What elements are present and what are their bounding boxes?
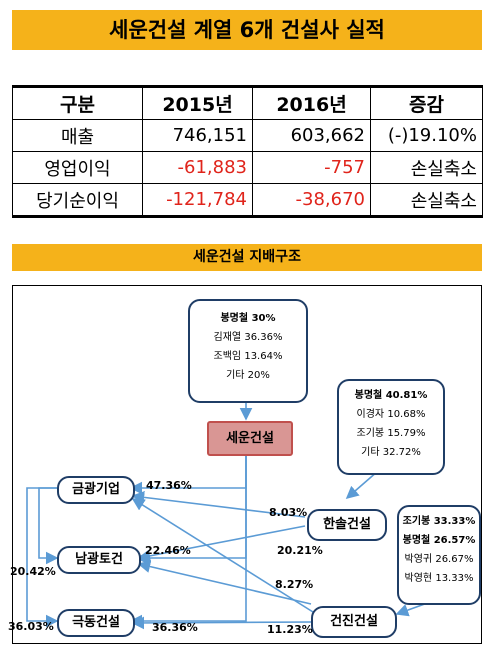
arrow-geonjin-namgwang (137, 560, 312, 605)
value-2015: -61,883 (142, 151, 253, 184)
holder-line: 김재열 36.36% (213, 332, 283, 343)
ownership-label: 20.21% (277, 544, 323, 557)
value-2015: 746,151 (142, 119, 253, 152)
top-holders-box: 봉명철 30% 김재열 36.36% 조백임 13.64% 기타 20% (188, 299, 308, 403)
arrow-hansol-namgwang (137, 525, 306, 563)
sewoon-company-box: 세운건설 (207, 421, 293, 456)
holder-line: 박영현 13.33% (404, 573, 474, 584)
holder-line: 봉명철 30% (220, 313, 276, 324)
table-header: 구분 (12, 85, 143, 120)
arrow-hansol-geumgwang (131, 491, 306, 518)
holder-line: 봉명철 26.57% (402, 535, 476, 546)
row-label: 당기순이익 (12, 183, 143, 218)
change-value: (-)19.10% (370, 119, 483, 152)
arrow-hansol-holders (345, 470, 379, 500)
row-label: 매출 (12, 119, 143, 152)
geukdong-company-box: 극동건설 (57, 609, 135, 637)
ownership-label: 22.46% (145, 544, 191, 557)
performance-table: 구분 2015년 2016년 증감 매출 746,151 603,662 (-)… (12, 85, 483, 218)
table-row: 당기순이익 -121,784 -38,670 손실축소 (12, 183, 483, 218)
ownership-label: 8.27% (275, 578, 314, 591)
arrow-geonjin-geumgwang (131, 498, 314, 613)
ownership-label: 11.23% (267, 623, 313, 636)
arrow-geumgwang-namgwang (38, 487, 59, 565)
value-2016: 603,662 (252, 119, 371, 152)
value-2015: -121,784 (142, 183, 253, 218)
ownership-label: 36.03% (8, 620, 54, 633)
holder-line: 이경자 10.68% (356, 409, 426, 420)
table-header: 2016년 (252, 85, 371, 120)
table-header: 2015년 (142, 85, 253, 120)
change-value: 손실축소 (370, 151, 483, 184)
arrow-geumgwang-geukdong (26, 487, 59, 628)
table-header: 증감 (370, 85, 483, 120)
page-title: 세운건설 계열 6개 건설사 실적 (109, 18, 385, 42)
value-2016: -757 (252, 151, 371, 184)
row-label: 영업이익 (12, 151, 143, 184)
governance-diagram: 봉명철 30% 김재열 36.36% 조백임 13.64% 기타 20% 세운건… (8, 285, 482, 644)
holder-line: 박영귀 26.67% (404, 554, 474, 565)
structure-title: 세운건설 지배구조 (193, 249, 301, 265)
holder-line: 기타 32.72% (361, 447, 421, 458)
connector-lines (26, 399, 434, 630)
geonjin-company-box: 건진건설 (311, 606, 397, 638)
table-row: 매출 746,151 603,662 (-)19.10% (12, 119, 483, 152)
holder-line: 조기봉 33.33% (402, 516, 476, 527)
geonjin-holders-box: 조기봉 33.33% 봉명철 26.57% 박영귀 26.67% 박영현 13.… (397, 505, 481, 605)
arrow-geonjin-geukdong (131, 616, 312, 630)
ownership-label: 8.03% (269, 506, 308, 519)
hansol-company-box: 한솔건설 (307, 509, 387, 541)
holder-line: 봉명철 40.81% (354, 390, 428, 401)
holder-line: 조백임 13.64% (213, 351, 283, 362)
structure-banner: 세운건설 지배구조 (12, 244, 482, 271)
change-value: 손실축소 (370, 183, 483, 218)
namgwang-company-box: 남광토건 (57, 546, 141, 574)
table-header-row: 구분 2015년 2016년 증감 (12, 85, 483, 120)
hansol-holders-box: 봉명철 40.81% 이경자 10.68% 조기봉 15.79% 기타 32.7… (337, 379, 445, 475)
geumgwang-company-box: 금광기업 (57, 476, 135, 504)
value-2016: -38,670 (252, 183, 371, 218)
ownership-label: 20.42% (10, 565, 56, 578)
ownership-label: 47.36% (146, 479, 192, 492)
ownership-label: 36.36% (152, 621, 198, 634)
holder-line: 기타 20% (226, 370, 270, 381)
arrow-sewoon-namgwang (135, 454, 247, 565)
title-banner: 세운건설 계열 6개 건설사 실적 (12, 10, 482, 50)
holder-line: 조기봉 15.79% (356, 428, 426, 439)
table-row: 영업이익 -61,883 -757 손실축소 (12, 151, 483, 184)
